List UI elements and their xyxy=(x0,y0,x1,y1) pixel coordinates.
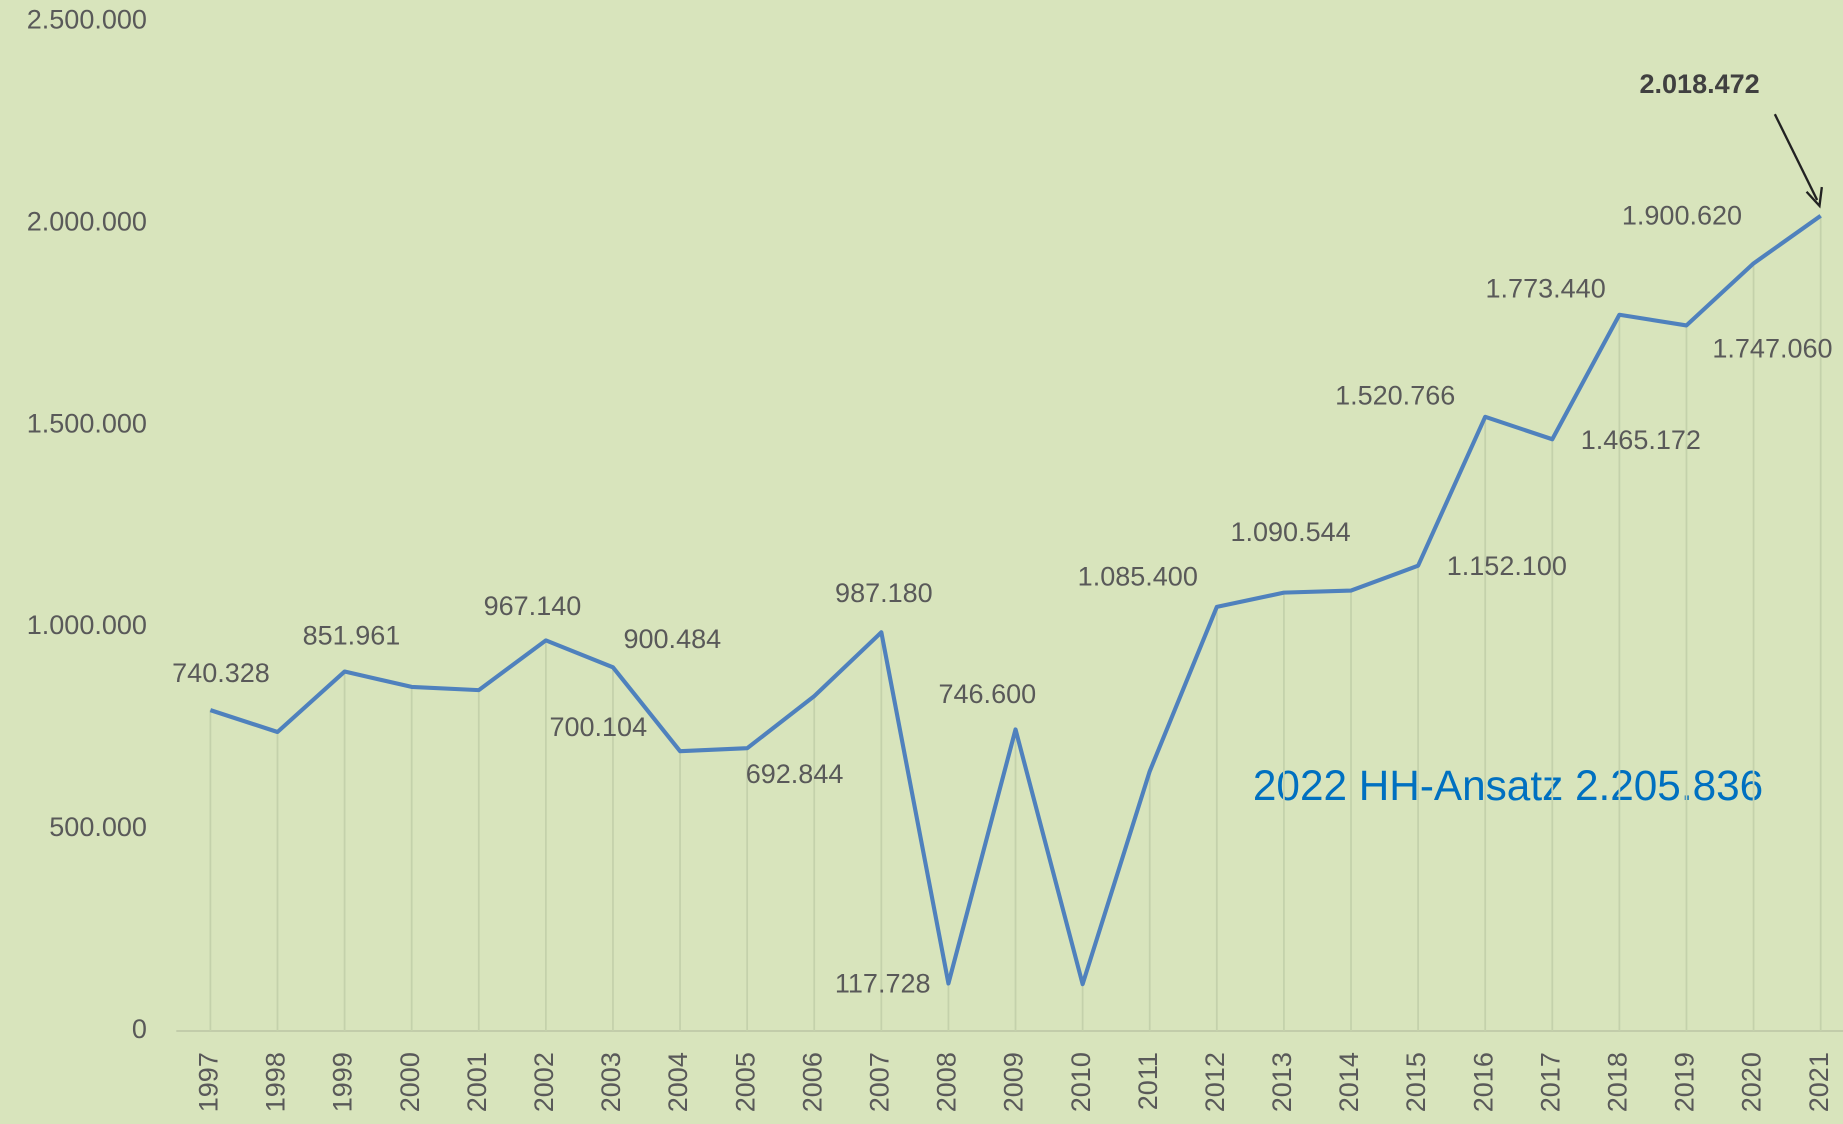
x-tick-label: 2009 xyxy=(999,1052,1029,1112)
x-tick-label: 2011 xyxy=(1133,1052,1163,1110)
y-tick-label: 1.500.000 xyxy=(27,408,147,438)
annotation-arrow xyxy=(1773,113,1819,201)
data-label: 987.180 xyxy=(835,578,933,608)
data-label: 1.090.544 xyxy=(1230,517,1350,547)
x-tick-label: 2012 xyxy=(1200,1052,1230,1112)
data-label: 746.600 xyxy=(938,679,1036,709)
x-tick-label: 2003 xyxy=(596,1052,626,1112)
data-label: 1.900.620 xyxy=(1622,201,1742,231)
x-tick-label: 1997 xyxy=(194,1052,224,1112)
x-tick-label: 2016 xyxy=(1468,1052,1498,1112)
x-tick-label: 2019 xyxy=(1670,1052,1700,1112)
x-tick-label: 2002 xyxy=(529,1052,559,1112)
data-label: 2.018.472 xyxy=(1640,69,1760,99)
x-tick-label: 2014 xyxy=(1334,1052,1364,1112)
data-label: 851.961 xyxy=(303,620,401,650)
y-tick-label: 500.000 xyxy=(49,812,147,842)
x-tick-label: 2020 xyxy=(1737,1052,1767,1112)
x-tick-label: 1998 xyxy=(261,1052,291,1112)
x-tick-label: 2021 xyxy=(1804,1052,1834,1112)
x-tick-label: 2005 xyxy=(730,1052,760,1112)
x-tick-label: 2017 xyxy=(1535,1052,1565,1112)
x-tick-label: 2004 xyxy=(663,1052,693,1112)
y-tick-label: 1.000.000 xyxy=(27,610,147,640)
y-tick-label: 2.000.000 xyxy=(27,206,147,236)
x-tick-label: 2015 xyxy=(1401,1052,1431,1112)
data-label: 117.728 xyxy=(835,968,931,998)
data-label: 1.747.060 xyxy=(1712,334,1832,364)
data-label: 1.085.400 xyxy=(1078,562,1198,592)
data-line xyxy=(209,214,1822,987)
data-label: 1.520.766 xyxy=(1335,381,1455,411)
x-tick-label: 2001 xyxy=(462,1052,492,1112)
x-tick-label: 2006 xyxy=(797,1052,827,1112)
x-tick-label: 1999 xyxy=(328,1052,358,1112)
data-label: 700.104 xyxy=(549,712,647,742)
data-label: 740.328 xyxy=(172,658,270,688)
y-tick-label: 2.500.000 xyxy=(27,4,147,34)
x-tick-label: 2013 xyxy=(1267,1052,1297,1112)
arrow-head xyxy=(1805,186,1824,209)
data-label: 1.773.440 xyxy=(1486,274,1606,304)
annotation: 2022 HH-Ansatz 2.205.836 xyxy=(1253,762,1763,809)
data-label: 1.465.172 xyxy=(1581,425,1701,455)
x-tick-label: 2007 xyxy=(864,1052,894,1112)
x-tick-label: 2018 xyxy=(1603,1052,1633,1112)
y-tick-label: 0 xyxy=(132,1014,147,1044)
data-label: 900.484 xyxy=(623,624,721,654)
x-tick-label: 2010 xyxy=(1066,1052,1096,1112)
x-tick-label: 2008 xyxy=(932,1052,962,1112)
data-label: 967.140 xyxy=(484,591,582,621)
x-tick-label: 2000 xyxy=(395,1052,425,1112)
data-label: 1.152.100 xyxy=(1447,551,1567,581)
data-label: 692.844 xyxy=(746,759,844,789)
